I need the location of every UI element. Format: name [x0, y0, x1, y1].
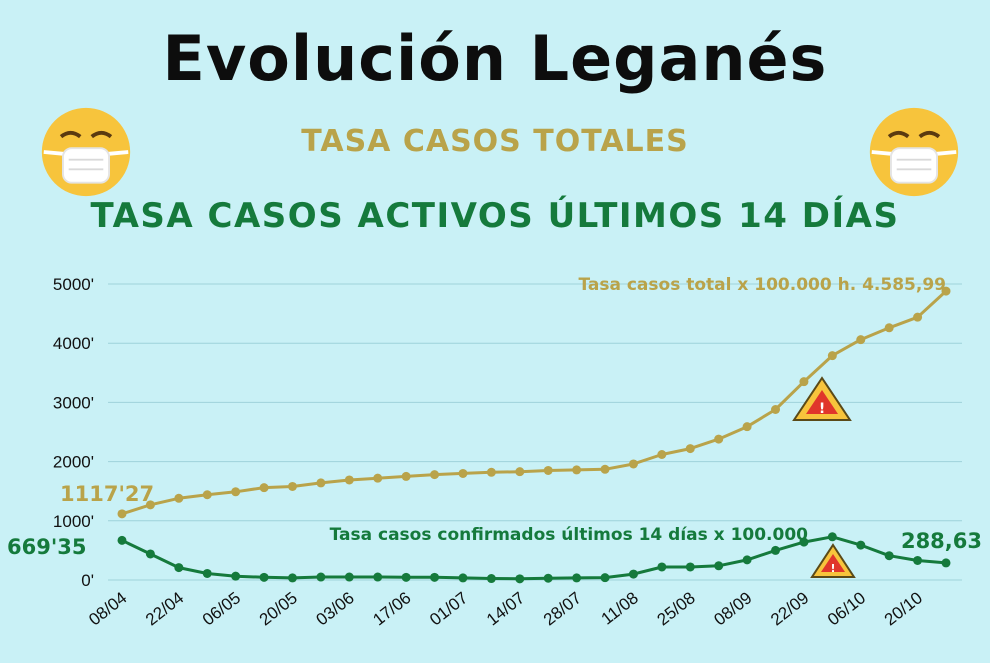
- data-point: [316, 572, 326, 582]
- data-point: [799, 537, 809, 547]
- data-point: [685, 444, 695, 454]
- data-point: [827, 351, 837, 361]
- warning-triangle-icon: !: [810, 543, 856, 578]
- data-point: [827, 532, 837, 542]
- data-point: [600, 464, 610, 474]
- data-point: [145, 549, 155, 559]
- data-point: [856, 335, 866, 345]
- x-tick-label: 28/07: [540, 588, 585, 629]
- data-point: [316, 478, 326, 488]
- data-point: [373, 572, 383, 582]
- y-tick-label: 2000': [53, 453, 94, 472]
- data-point: [117, 509, 127, 519]
- data-point: [600, 573, 610, 583]
- data-point: [856, 540, 866, 550]
- data-point: [884, 551, 894, 561]
- data-point: [373, 473, 383, 483]
- x-tick-label: 08/04: [85, 588, 130, 629]
- data-point: [287, 573, 297, 583]
- x-tick-label: 22/09: [767, 588, 812, 629]
- data-point: [714, 561, 724, 571]
- face-with-mask-icon: [869, 107, 959, 197]
- series-line-total: [121, 289, 948, 516]
- data-point: [458, 573, 468, 583]
- x-tick-label: 20/10: [881, 588, 926, 629]
- data-point: [742, 555, 752, 565]
- active-start-label: 669'35: [7, 535, 87, 559]
- x-tick-label: 22/04: [142, 588, 187, 629]
- x-tick-label: 17/06: [369, 588, 414, 629]
- data-point: [486, 574, 496, 584]
- y-tick-label: 5000': [53, 275, 94, 294]
- svg-text:!: !: [830, 562, 835, 575]
- x-tick-label: 11/08: [598, 588, 642, 628]
- y-tick-label: 0': [81, 571, 94, 590]
- x-tick-label: 06/10: [824, 588, 869, 629]
- data-point: [486, 467, 496, 477]
- x-tick-label: 06/05: [199, 588, 244, 629]
- data-point: [685, 562, 695, 572]
- x-tick-label: 08/09: [710, 588, 755, 629]
- data-point: [174, 563, 184, 573]
- data-point: [714, 434, 724, 444]
- data-point: [941, 558, 951, 568]
- y-tick-label: 1000': [53, 512, 94, 531]
- x-tick-label: 03/06: [313, 588, 358, 629]
- data-point: [771, 405, 781, 415]
- data-point: [657, 449, 667, 459]
- y-tick-label: 4000': [53, 334, 94, 353]
- data-point: [430, 572, 440, 582]
- face-with-mask-icon: [41, 107, 131, 197]
- x-tick-label: 25/08: [654, 588, 699, 629]
- data-point: [771, 545, 781, 555]
- data-point: [287, 481, 297, 491]
- data-point: [401, 471, 411, 481]
- total-start-label: 1117'27: [60, 482, 154, 506]
- data-point: [543, 573, 553, 583]
- data-point: [572, 573, 582, 583]
- data-point: [430, 470, 440, 480]
- data-point: [543, 465, 553, 475]
- page-title: Evolución Leganés: [162, 22, 828, 95]
- subtitle-total-cases: TASA CASOS TOTALES: [301, 124, 689, 159]
- total-series-annotation: Tasa casos total x 100.000 h. 4.585,99: [578, 275, 946, 295]
- subtitle-active-cases: TASA CASOS ACTIVOS ÚLTIMOS 14 DÍAS: [90, 196, 900, 236]
- x-tick-label: 01/07: [426, 588, 471, 629]
- data-point: [259, 572, 269, 582]
- data-point: [742, 422, 752, 432]
- series-line-active: [121, 535, 947, 581]
- data-point: [145, 500, 155, 510]
- data-point: [458, 468, 468, 478]
- data-point: [628, 459, 638, 469]
- data-point: [799, 377, 809, 387]
- data-point: [884, 323, 894, 333]
- data-point: [117, 535, 127, 545]
- data-point: [174, 493, 184, 503]
- data-point: [202, 490, 212, 500]
- svg-text:!: !: [819, 401, 825, 417]
- data-point: [344, 475, 354, 485]
- data-point: [344, 572, 354, 582]
- data-point: [572, 465, 582, 475]
- y-tick-label: 3000': [53, 393, 94, 412]
- data-point: [913, 555, 923, 565]
- data-point: [941, 286, 951, 296]
- active-end-label: 288,63: [901, 529, 982, 553]
- data-point: [515, 467, 525, 477]
- data-point: [628, 569, 638, 579]
- warning-triangle-icon: !: [792, 376, 852, 421]
- data-point: [202, 568, 212, 578]
- active-series-annotation: Tasa casos confirmados últimos 14 días x…: [330, 525, 809, 545]
- x-tick-label: 14/07: [483, 588, 528, 629]
- data-point: [231, 487, 241, 497]
- data-point: [259, 483, 269, 493]
- data-point: [657, 562, 667, 572]
- x-tick-label: 20/05: [256, 588, 301, 629]
- data-point: [515, 574, 525, 584]
- data-point: [231, 571, 241, 581]
- data-point: [913, 312, 923, 322]
- data-point: [401, 572, 411, 582]
